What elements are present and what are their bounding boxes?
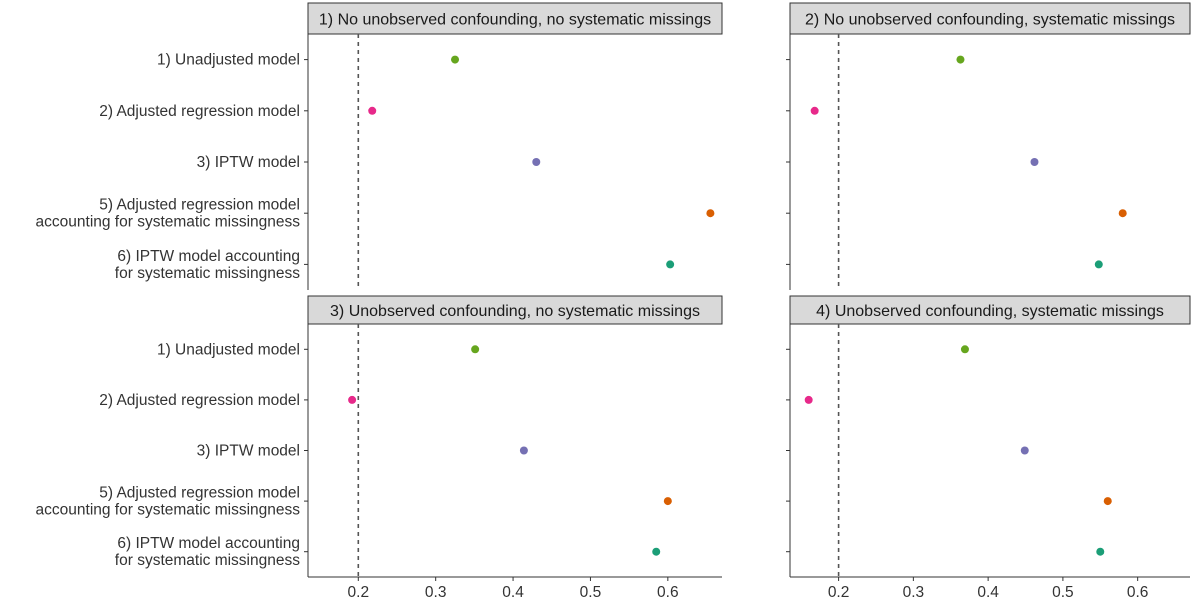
y-tick-label-line: 1) Unadjusted model	[157, 341, 300, 358]
facet-panel-4: 4) Unobserved confounding, systematic mi…	[786, 295, 1191, 601]
facet-strip	[307, 295, 723, 325]
data-point	[1118, 209, 1127, 218]
data-point	[1103, 497, 1112, 506]
y-tick-label-line: for systematic missingness	[115, 552, 300, 569]
x-tick-label: 0.2	[828, 584, 850, 600]
data-point	[804, 395, 813, 404]
data-point	[471, 345, 480, 354]
data-point	[956, 55, 965, 64]
data-point	[663, 497, 672, 506]
y-tick-label-line: 6) IPTW model accounting	[117, 535, 300, 552]
data-point	[652, 547, 661, 556]
y-tick-label-line: 1) Unadjusted model	[157, 52, 300, 69]
x-tick-label: 0.3	[425, 584, 447, 600]
facet-title: 1) No unobserved confounding, no systema…	[319, 12, 711, 29]
facet-title: 3) Unobserved confounding, no systematic…	[330, 303, 700, 320]
data-point	[519, 446, 528, 455]
x-tick-label: 0.4	[502, 584, 524, 600]
y-tick-label-line: 5) Adjusted regression model	[99, 197, 300, 214]
data-point	[532, 158, 541, 166]
y-tick-label-line: 6) IPTW model accounting	[117, 248, 300, 265]
data-point	[960, 345, 969, 354]
y-tick-label-line: 3) IPTW model	[197, 443, 300, 460]
y-tick-label-line: accounting for systematic missingness	[36, 214, 301, 231]
y-tick-label: 1) Unadjusted model	[157, 52, 300, 69]
x-tick-label: 0.6	[1127, 584, 1149, 600]
y-tick-label: 1) Unadjusted model	[157, 341, 300, 358]
y-tick-label: 5) Adjusted regression model accounting f…	[36, 197, 301, 231]
facet-title: 4) Unobserved confounding, systematic mi…	[816, 303, 1164, 320]
x-tick-label: 0.6	[657, 584, 679, 600]
y-tick-label: 6) IPTW model accounting for systematic m…	[115, 248, 300, 282]
x-tick-label: 0.3	[903, 584, 925, 600]
data-point	[810, 106, 819, 115]
y-tick-label-line: for systematic missingness	[115, 265, 300, 282]
data-point	[666, 260, 675, 269]
data-point	[451, 55, 460, 64]
data-point	[706, 209, 715, 218]
facet-strip	[307, 2, 723, 35]
x-tick-label: 0.5	[580, 584, 602, 600]
x-tick-label: 0.5	[1052, 584, 1074, 600]
x-tick-label: 0.4	[977, 584, 999, 600]
facet-panel-1: 1) No unobserved confounding, no systema…	[36, 2, 723, 290]
data-point	[1030, 158, 1039, 166]
facet-panel-3: 3) Unobserved confounding, no systematic…	[36, 295, 723, 601]
y-tick-label: 2) Adjusted regression model	[99, 392, 300, 409]
facet-strip	[789, 295, 1191, 325]
y-tick-label: 3) IPTW model	[197, 443, 300, 460]
y-tick-label-line: accounting for systematic missingness	[36, 502, 301, 519]
data-point	[1096, 547, 1105, 556]
x-tick-label: 0.2	[348, 584, 370, 600]
facet-strip	[789, 2, 1191, 35]
y-tick-label-line: 2) Adjusted regression model	[99, 103, 300, 120]
data-point	[348, 395, 357, 404]
y-tick-label: 5) Adjusted regression model accounting f…	[36, 485, 301, 519]
y-tick-label: 3) IPTW model	[197, 154, 300, 171]
facet-title: 2) No unobserved confounding, systematic…	[805, 12, 1175, 29]
data-point	[1020, 446, 1029, 455]
y-tick-label: 2) Adjusted regression model	[99, 103, 300, 120]
y-tick-label: 6) IPTW model accounting for systematic m…	[115, 535, 300, 569]
y-tick-label-line: 5) Adjusted regression model	[99, 485, 300, 502]
data-point	[1094, 260, 1103, 269]
data-point	[368, 106, 377, 115]
y-tick-label-line: 3) IPTW model	[197, 154, 300, 171]
facet-panel-2: 2) No unobserved confounding, systematic…	[786, 2, 1191, 290]
y-tick-label-line: 2) Adjusted regression model	[99, 392, 300, 409]
